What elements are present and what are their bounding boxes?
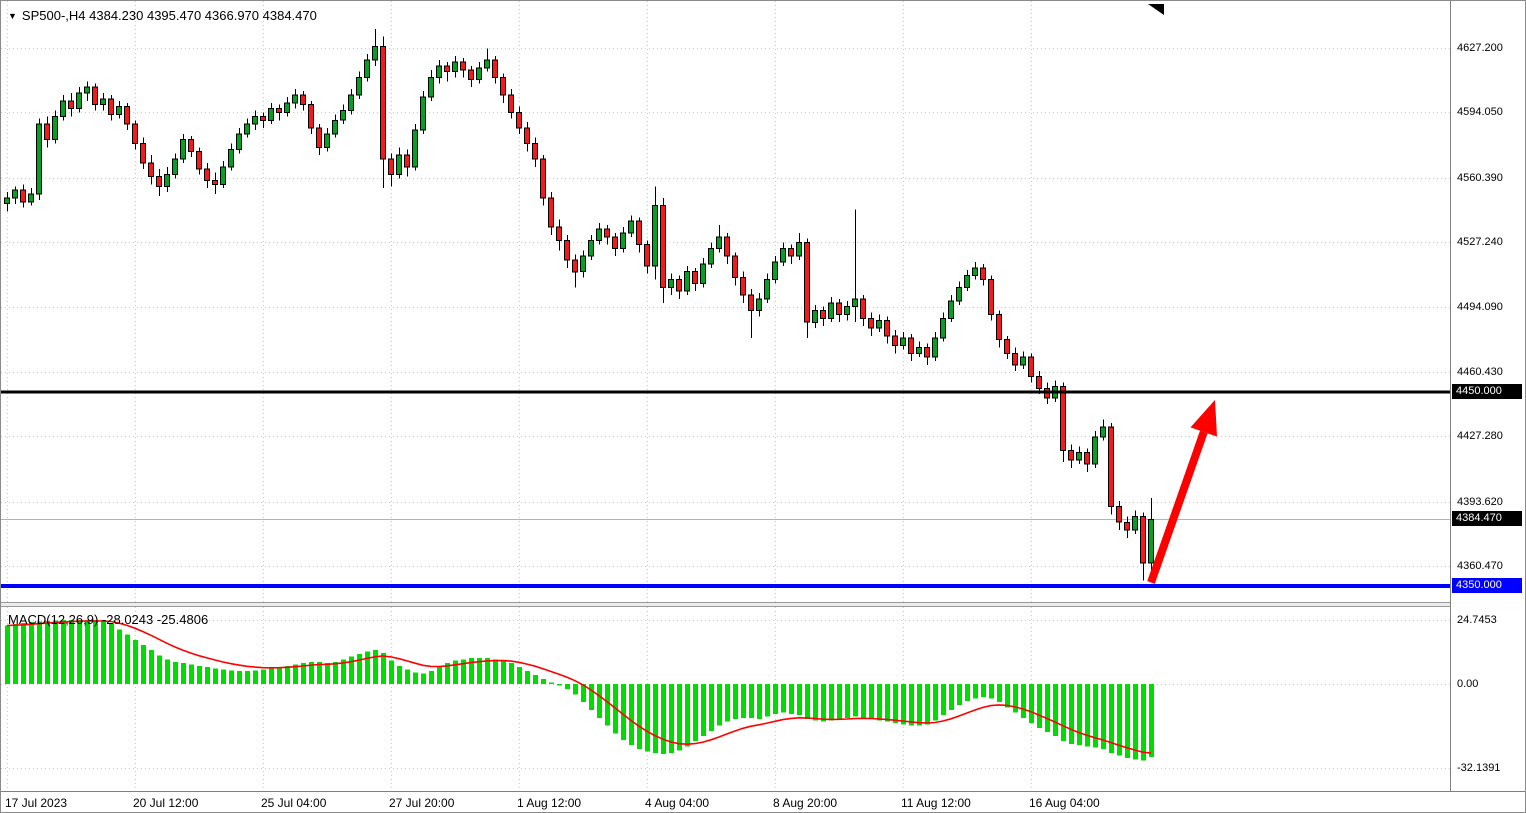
price-grid (1, 1, 1450, 602)
time-axis-label: 4 Aug 04:00 (645, 796, 710, 810)
time-axis-label: 17 Jul 2023 (5, 796, 68, 810)
price-axis-label: 4594.050 (1457, 106, 1503, 118)
macd-axis-label: 0.00 (1457, 678, 1479, 690)
macd-histogram (5, 619, 1154, 761)
macd-indicator-label: MACD(12,26,9) -28.0243 -25.4806 (8, 612, 209, 627)
time-axis-label: 20 Jul 12:00 (133, 796, 199, 810)
chart-shift-marker-icon (1148, 4, 1164, 15)
time-axis-label: 8 Aug 20:00 (773, 796, 838, 810)
panel-divider[interactable] (1, 602, 1525, 607)
price-axis[interactable]: 4627.200 4594.050 4560.390 4527.240 4494.090… (1450, 1, 1525, 791)
time-axis-label: 27 Jul 20:00 (389, 796, 455, 810)
chart-title: ▼ SP500-,H4 4384.230 4395.470 4366.970 43… (8, 8, 317, 23)
macd-panel-canvas[interactable] (1, 607, 1450, 791)
time-axis-label: 25 Jul 04:00 (261, 796, 327, 810)
price-chart-canvas[interactable] (1, 1, 1450, 602)
support-line-label-box: 4350.000 (1452, 578, 1522, 593)
time-axis[interactable]: 17 Jul 2023 20 Jul 12:00 25 Jul 04:00 27 Ju… (1, 791, 1525, 812)
price-axis-label: 4393.620 (1457, 496, 1503, 508)
buy-signal-arrow[interactable] (1147, 399, 1217, 584)
candlesticks (4, 29, 1154, 581)
price-axis-label: 4527.240 (1457, 236, 1503, 248)
price-axis-label: 4360.470 (1457, 560, 1503, 572)
time-axis-label: 1 Aug 12:00 (517, 796, 582, 810)
resistance-line-label-box: 4450.000 (1452, 384, 1522, 399)
symbol-ohlc-text: SP500-,H4 4384.230 4395.470 4366.970 438… (21, 8, 317, 23)
price-axis-label: 4627.200 (1457, 42, 1503, 54)
time-axis-label: 16 Aug 04:00 (1029, 796, 1100, 810)
price-axis-label: 4560.390 (1457, 172, 1503, 184)
price-axis-label: 4494.090 (1457, 301, 1503, 313)
price-axis-label: 4427.280 (1457, 430, 1503, 442)
price-axis-label: 4460.430 (1457, 366, 1503, 378)
current-price-line-label-box: 4384.470 (1452, 511, 1522, 526)
macd-signal-line (6, 620, 1152, 754)
macd-axis-label: -32.1391 (1457, 762, 1501, 774)
time-axis-label: 11 Aug 12:00 (901, 796, 971, 810)
symbol-dropdown-icon[interactable]: ▼ (8, 11, 17, 21)
macd-axis-label: 24.7453 (1457, 614, 1497, 626)
